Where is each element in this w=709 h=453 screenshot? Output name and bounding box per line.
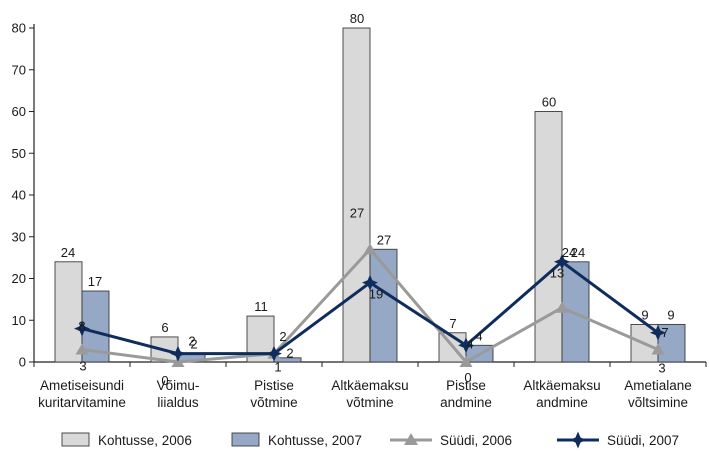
category-label-3: Altkäemaksu võtmine [331,378,408,410]
y-tick-label-30: 30 [12,229,26,244]
category-label-6: Ametialane võltsimine [624,378,692,410]
marker-s-di-2006-6 [651,343,665,355]
category-label-line: Võimu- [157,378,200,393]
marker-s-di-2007-4 [458,337,474,354]
data-label-s-di-2007-4: 4 [466,336,473,351]
category-label-line: võtmine [250,395,297,410]
category-label-line: andmine [440,395,492,410]
marker-s-di-2007-2 [266,345,282,362]
marker-s-di-2006-0 [75,343,89,355]
category-label-line: Pistise [446,378,486,393]
data-label-s-di-2006-1: 0 [161,373,168,388]
data-label-s-di-2007-6: 7 [661,325,668,340]
marker-s-di-2007-5 [554,253,570,270]
category-labels: Ametiseisundi kuritarvitamine Võimu-liiald… [38,378,692,410]
data-label-kohtusse-2006-3: 80 [350,11,364,26]
data-label-s-di-2007-1: 2 [188,334,195,349]
data-label-s-di-2007-3: 19 [369,287,383,302]
y-tick-label-80: 80 [12,21,26,36]
legend-label-s-di-2006: Süüdi, 2006 [440,433,512,448]
category-label-2: Pistise võtmine [250,378,297,410]
legend-item-s-di-2006: Süüdi, 2006 [390,433,512,448]
y-tick-label-60: 60 [12,104,26,119]
marker-s-di-2006-3 [363,243,377,255]
data-label-s-di-2007-0: 8 [78,319,85,334]
data-label-s-di-2006-2: 2 [286,346,293,361]
y-tick-label-50: 50 [12,146,26,161]
data-label-kohtusse-2006-0: 24 [61,245,75,260]
bar-kohtusse-2007-3 [369,248,398,363]
marker-s-di-2006-5 [555,301,569,313]
data-label-s-di-2006-0: 3 [79,358,86,373]
category-label-line: liialdus [157,395,199,410]
marker-s-di-2007-1 [170,345,186,362]
marker-s-di-2006-4 [459,356,473,367]
data-label-kohtusse-2006-6: 9 [641,307,648,322]
legend-swatch [231,432,260,447]
y-tick-label-20: 20 [12,271,26,286]
bars [54,27,686,363]
data-label-kohtusse-2006-1: 6 [161,320,168,335]
marker-s-di-2007-6 [650,324,666,341]
data-label-s-di-2006-3: 27 [350,205,364,220]
marker-s-di-2007-0 [74,320,90,337]
data-label-s-di-2007-2: 1 [274,360,281,375]
category-label-line: võtmine [346,395,393,410]
data-label-kohtusse-2007-1: 2 [190,337,197,352]
y-tick-label-0: 0 [19,355,26,370]
lines [74,243,666,367]
category-label-5: Altkäemaksu andmine [523,378,600,410]
category-label-line: andmine [536,395,588,410]
data-label-kohtusse-2007-2: 2 [279,329,286,344]
legend-marker [569,431,587,449]
y-tick-label-10: 10 [12,313,26,328]
y-tick-label-70: 70 [12,62,26,77]
data-label-kohtusse-2007-5: 24 [571,245,585,260]
bar-kohtusse-2006-5 [534,111,563,363]
legend-item-s-di-2007: Süüdi, 2007 [557,431,679,449]
data-label-kohtusse-2007-4: 4 [475,328,482,343]
bar-kohtusse-2007-6 [657,323,686,363]
legend-label-kohtusse-2007: Kohtusse, 2007 [268,433,362,448]
category-label-line: Altkäemaksu [523,378,600,393]
category-label-line: Ametiseisundi [40,378,124,393]
category-label-line: Altkäemaksu [331,378,408,393]
legend-item-kohtusse-2006: Kohtusse, 2006 [61,432,192,448]
legend-label-s-di-2007: Süüdi, 2007 [607,433,679,448]
category-label-line: kuritarvitamine [38,395,126,410]
category-label-line: Ametialane [624,378,692,393]
category-label-0: Ametiseisundi kuritarvitamine [38,378,126,410]
data-label-kohtusse-2006-2: 11 [254,299,268,314]
data-label-kohtusse-2007-6: 9 [667,307,674,322]
data-label-kohtusse-2006-4: 7 [449,316,456,331]
axes: 0 10 20 30 40 50 60 70 80 [12,21,707,370]
data-label-s-di-2006-6: 3 [658,360,665,375]
data-label-s-di-2007-5: 24 [562,245,576,260]
category-label-line: võltsimine [628,395,688,410]
data-label-s-di-2006-5: 13 [550,266,564,281]
legend-swatch [61,432,90,447]
data-label-kohtusse-2007-0: 17 [88,274,102,289]
data-label-kohtusse-2006-5: 60 [542,95,556,110]
data-label-s-di-2006-4: 0 [464,370,471,385]
y-tick-label-40: 40 [12,188,26,203]
category-label-4: Pistise andmine [440,378,492,410]
category-label-line: Pistise [254,378,294,393]
legend-item-kohtusse-2007: Kohtusse, 2007 [231,432,362,448]
bar-kohtusse-2006-0 [54,261,83,363]
data-label-kohtusse-2007-3: 27 [377,232,391,247]
legend-label-kohtusse-2006: Kohtusse, 2006 [98,433,192,448]
legend: Kohtusse, 2006 Kohtusse, 2007 Süüdi, 2006 S… [61,431,679,449]
category-label-1: Võimu-liialdus [157,378,200,410]
marker-s-di-2007-3 [362,274,378,291]
bar-kohtusse-2006-3 [342,27,371,363]
legend-marker [404,433,418,445]
